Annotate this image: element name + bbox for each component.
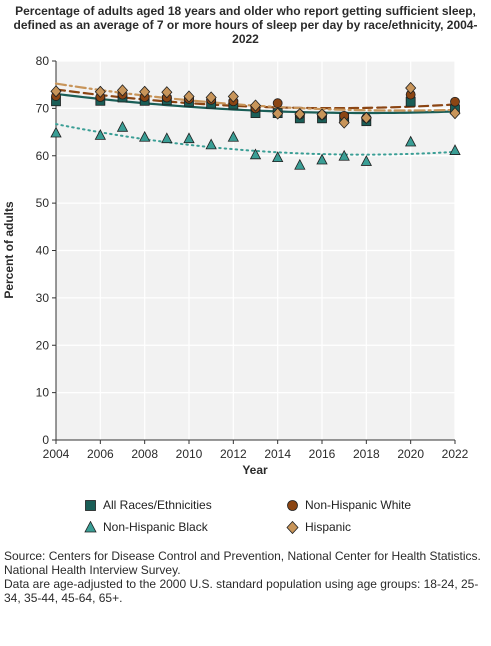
- legend-item: All Races/Ethnicities: [84, 498, 212, 512]
- x-tick-label: 2004: [43, 447, 70, 461]
- marker-hispanic: [94, 85, 106, 98]
- marker-hispanic: [205, 91, 217, 104]
- marker-non-hispanic-black: [183, 132, 195, 144]
- legend-marker: [286, 520, 299, 534]
- x-tick-label: 2014: [264, 447, 291, 461]
- legend-item: Non-Hispanic Black: [84, 520, 208, 534]
- x-axis-label: Year: [242, 463, 268, 477]
- y-tick-label: 40: [36, 244, 50, 258]
- marker-hispanic: [338, 116, 350, 129]
- marker-hispanic: [249, 99, 262, 112]
- marker-non-hispanic-black: [161, 132, 173, 144]
- marker-hispanic: [50, 85, 62, 98]
- legend-label: Non-Hispanic White: [305, 498, 412, 512]
- chart-title: Percentage of adults aged 18 years and o…: [0, 4, 491, 46]
- marker-hispanic: [116, 84, 129, 97]
- x-tick-label: 2008: [131, 447, 158, 461]
- marker-non-hispanic-black: [116, 120, 129, 132]
- chart-legend: All Races/Ethnicities Non-Hispanic White N…: [0, 494, 491, 544]
- legend-marker: [84, 520, 97, 532]
- y-tick-label: 60: [36, 149, 50, 163]
- marker-hispanic: [294, 107, 306, 121]
- data-markers: [50, 81, 461, 170]
- source-line-2: National Health Interview Survey.: [4, 563, 181, 577]
- marker-hispanic: [161, 86, 173, 99]
- y-tick-label: 10: [36, 386, 50, 400]
- legend-swatch: [84, 520, 97, 532]
- marker-hispanic: [227, 90, 239, 103]
- x-tick-label: 2018: [353, 447, 380, 461]
- source-line-4: 34, 35-44, 45-64, 65+.: [4, 591, 123, 605]
- marker-non-hispanic-black: [360, 155, 372, 166]
- marker-non-hispanic-black: [338, 149, 350, 161]
- chart-title-line-2: defined as an average of 7 or more hours…: [13, 18, 478, 32]
- marker-hispanic: [272, 107, 284, 120]
- y-tick-label: 70: [36, 101, 50, 115]
- legend-swatch: [286, 520, 299, 534]
- marker-non-hispanic-white: [450, 96, 460, 107]
- legend-swatch: [287, 499, 298, 511]
- legend-label: Hispanic: [305, 520, 352, 534]
- legend-label: Non-Hispanic Black: [103, 520, 208, 534]
- x-tick-label: 2016: [309, 447, 336, 461]
- marker-non-hispanic-black: [449, 144, 461, 155]
- trendline-non-hispanic-black: [55, 123, 456, 156]
- y-tick-label: 0: [42, 433, 49, 447]
- marker-non-hispanic-black: [50, 126, 62, 138]
- marker-non-hispanic-white: [272, 98, 283, 109]
- legend-label: All Races/Ethnicities: [103, 498, 212, 512]
- line-chart: 0 10 20 30 40 50 60 70 80 2004 2006 2008 2010 2012 201…: [2, 54, 469, 477]
- marker-non-hispanic-black: [139, 130, 151, 142]
- x-tick-label: 2020: [397, 447, 424, 461]
- legend-marker: [287, 499, 298, 511]
- marker-non-hispanic-black: [405, 135, 417, 147]
- chart-title-line-1: Percentage of adults aged 18 years and o…: [15, 4, 476, 18]
- legend-swatch: [85, 499, 96, 511]
- x-tick-label: 2012: [220, 447, 247, 461]
- marker-non-hispanic-black: [205, 138, 217, 150]
- marker-hispanic: [183, 90, 195, 103]
- x-tick-label: 2006: [87, 447, 114, 461]
- marker-non-hispanic-black: [249, 148, 262, 160]
- y-tick-label: 50: [36, 196, 50, 210]
- marker-hispanic: [360, 111, 372, 124]
- source-note: Source: Centers for Disease Control and …: [4, 549, 488, 605]
- source-line-1: Source: Centers for Disease Control and …: [4, 549, 481, 563]
- source-line-3: Data are age-adjusted to the 2000 U.S. s…: [4, 577, 479, 591]
- x-tick-label: 2022: [442, 447, 469, 461]
- legend-item: Non-Hispanic White: [286, 498, 411, 512]
- marker-non-hispanic-black: [294, 158, 306, 170]
- marker-non-hispanic-black: [316, 153, 328, 165]
- marker-non-hispanic-black: [94, 129, 106, 140]
- legend-marker: [85, 499, 96, 511]
- marker-hispanic: [449, 107, 461, 120]
- chart-title-line-3: 2022: [232, 32, 259, 46]
- marker-hispanic: [139, 85, 151, 98]
- legend-item: Hispanic: [286, 520, 351, 534]
- y-tick-label: 20: [36, 338, 50, 352]
- marker-non-hispanic-black: [272, 151, 284, 163]
- marker-hispanic: [316, 108, 328, 121]
- x-tick-label: 2010: [176, 447, 203, 461]
- marker-hispanic: [405, 81, 417, 95]
- y-tick-label: 30: [36, 291, 50, 305]
- y-axis-label: Percent of adults: [2, 201, 16, 299]
- marker-non-hispanic-black: [227, 130, 239, 142]
- y-tick-label: 80: [36, 54, 50, 68]
